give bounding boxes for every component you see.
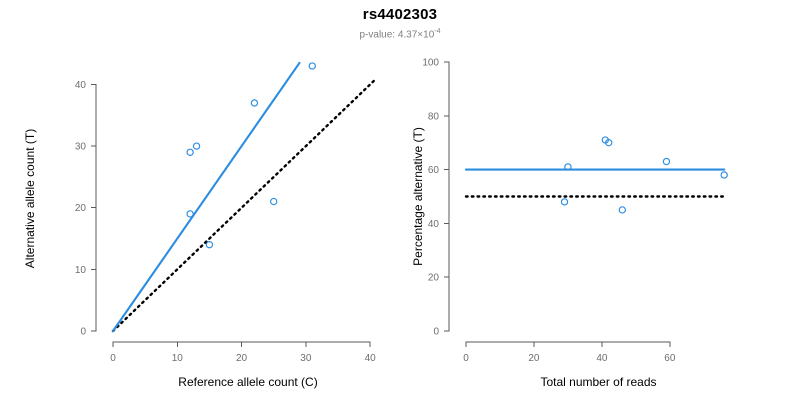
reference-line <box>111 77 378 333</box>
y-axis-title: Alternative allele count (T) <box>23 129 37 268</box>
data-point <box>662 157 671 166</box>
y-tick-label: 40 <box>428 219 440 230</box>
data-point <box>605 139 613 147</box>
panel-allele-counts: 0 10 20 30 40 0 10 20 30 40 Reference allele count… <box>23 61 378 389</box>
y-tick-label: 10 <box>75 265 87 276</box>
y-tick-label: 20 <box>428 273 440 284</box>
y-tick-label: 30 <box>75 142 87 153</box>
fit-line <box>111 61 301 333</box>
data-point <box>618 206 626 214</box>
x-tick-label: 60 <box>664 353 676 364</box>
panel-percentage-alternative: 0 20 40 60 0 20 40 60 80 100 Total number of reads… <box>400 0 800 400</box>
data-point <box>192 142 201 150</box>
y-axis-line <box>444 61 450 332</box>
figure-title: rs4402303 <box>362 6 438 23</box>
x-tick-label: 30 <box>300 353 312 364</box>
y-tick-label: 0 <box>433 327 439 338</box>
x-tick-label: 10 <box>172 353 184 364</box>
data-point <box>250 99 259 107</box>
y-tick-label: 0 <box>80 327 86 338</box>
figure-subtitle: p-value: 4.37×10-4 <box>0 28 800 40</box>
percentage-alternative-scatter-plot: 0 20 40 60 0 20 40 60 80 100 Total number of reads… <box>411 58 728 389</box>
data-point <box>270 197 278 206</box>
x-axis-line <box>465 341 671 347</box>
y-tick-label: 60 <box>428 165 440 176</box>
x-tick-label: 20 <box>528 353 540 364</box>
y-tick-label: 100 <box>422 58 439 69</box>
x-axis-title: Total number of reads <box>540 375 656 389</box>
y-tick-label: 80 <box>428 111 440 122</box>
x-tick-label: 40 <box>365 353 377 364</box>
x-tick-label: 20 <box>236 353 248 364</box>
x-tick-label: 0 <box>110 353 116 364</box>
data-point <box>308 62 316 70</box>
x-axis-title: Reference allele count (C) <box>178 375 317 389</box>
y-axis-title: Percentage alternative (T) <box>411 127 425 266</box>
x-tick-label: 0 <box>463 353 469 364</box>
allele-counts-scatter-plot: 0 10 20 30 40 0 10 20 30 40 Reference allele count… <box>23 61 378 389</box>
y-tick-label: 40 <box>75 80 87 91</box>
data-point <box>560 198 569 206</box>
pvalue-text: p-value: 4.37×10 <box>359 29 435 41</box>
data-point <box>720 171 728 179</box>
data-point <box>564 163 572 171</box>
data-point <box>205 241 214 249</box>
data-point <box>186 148 194 156</box>
y-tick-label: 20 <box>75 203 87 214</box>
x-tick-label: 40 <box>596 353 608 364</box>
data-point <box>186 210 194 218</box>
pvalue-exponent: -4 <box>434 28 441 35</box>
